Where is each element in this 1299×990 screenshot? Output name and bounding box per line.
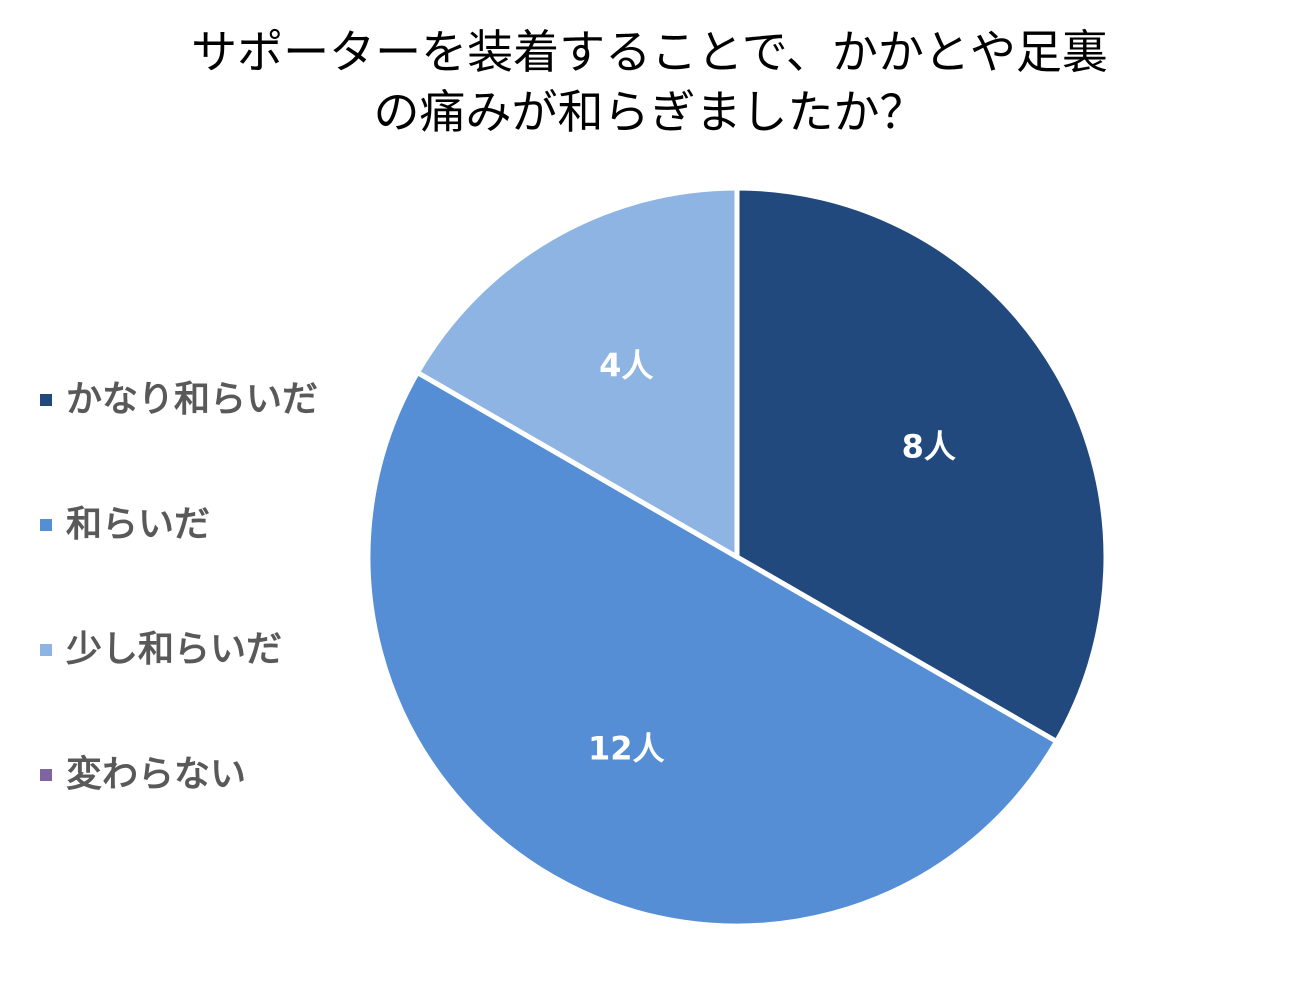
legend-label-3: 少し和らいだ [66,629,283,670]
chart-title-line-1: サポーターを装着することで、かかとや足裏 [191,25,1108,79]
legend-swatch-2 [40,519,52,531]
pie-slice-2 [366,370,1060,928]
legend-item-3: 少し和らいだ [40,625,340,675]
data-label-1: 8人 [902,427,956,465]
legend-item-4: 変わらない [40,750,340,800]
chart-title: サポーターを装着することで、かかとや足裏 の痛みが和らぎましたか？ [0,22,1299,142]
legend-label-4: 変わらない [66,754,247,795]
data-label-2: 12人 [588,730,665,768]
chart-title-line-2: の痛みが和らぎましたか？ [373,85,926,139]
legend-swatch-4 [40,769,52,781]
legend-item-1: かなり和らいだ [40,375,340,425]
legend-swatch-1 [40,394,52,406]
pie-slice-3 [414,185,740,560]
legend-label-2: 和らいだ [66,504,211,545]
data-label-3: 4人 [599,346,653,384]
legend-item-2: 和らいだ [40,500,340,550]
legend-swatch-3 [40,644,52,656]
legend-label-1: かなり和らいだ [66,379,319,420]
pie-slice-1 [734,185,1109,744]
